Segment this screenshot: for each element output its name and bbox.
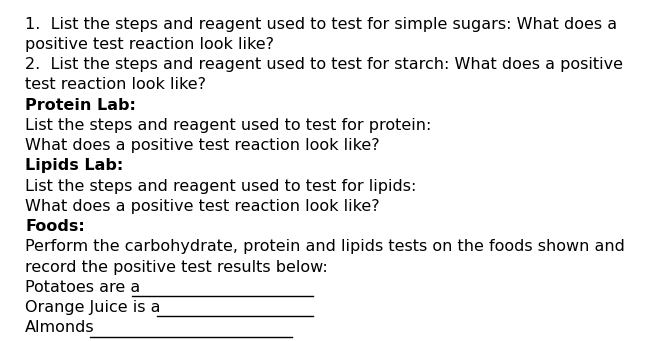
- Text: Protein Lab:: Protein Lab:: [25, 98, 136, 113]
- Text: positive test reaction look like?: positive test reaction look like?: [25, 37, 274, 52]
- Text: What does a positive test reaction look like?: What does a positive test reaction look …: [25, 138, 380, 153]
- Text: 2.  List the steps and reagent used to test for starch: What does a positive: 2. List the steps and reagent used to te…: [25, 57, 623, 72]
- Text: Potatoes are a: Potatoes are a: [25, 280, 140, 295]
- Text: record the positive test results below:: record the positive test results below:: [25, 260, 328, 275]
- Text: Perform the carbohydrate, protein and lipids tests on the foods shown and: Perform the carbohydrate, protein and li…: [25, 239, 625, 254]
- Text: List the steps and reagent used to test for protein:: List the steps and reagent used to test …: [25, 118, 432, 133]
- Text: Orange Juice is a: Orange Juice is a: [25, 300, 161, 315]
- Text: Lipids Lab:: Lipids Lab:: [25, 159, 124, 174]
- Text: List the steps and reagent used to test for lipids:: List the steps and reagent used to test …: [25, 179, 417, 194]
- Text: 1.  List the steps and reagent used to test for simple sugars: What does a: 1. List the steps and reagent used to te…: [25, 17, 618, 32]
- Text: Foods:: Foods:: [25, 219, 85, 234]
- Text: What does a positive test reaction look like?: What does a positive test reaction look …: [25, 199, 380, 214]
- Text: test reaction look like?: test reaction look like?: [25, 77, 206, 92]
- Text: Almonds: Almonds: [25, 321, 95, 336]
